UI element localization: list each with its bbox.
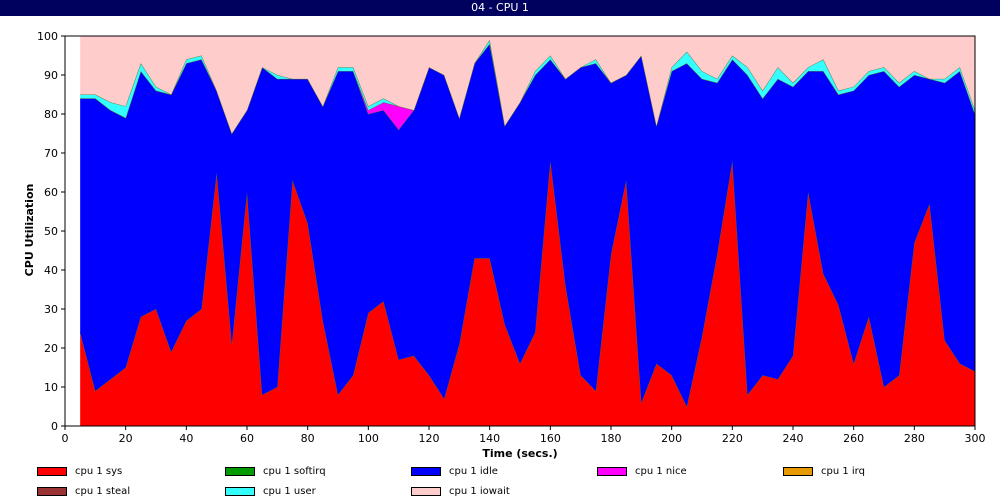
x-tick-label: 0 [62, 432, 69, 445]
x-tick-label: 80 [301, 432, 315, 445]
stacked-areas [65, 35, 976, 427]
x-tick-label: 140 [479, 432, 500, 445]
legend-swatch [225, 487, 255, 496]
window-title: 04 - CPU 1 [0, 0, 1000, 16]
legend-label: cpu 1 steal [75, 486, 131, 497]
x-tick-label: 180 [601, 432, 622, 445]
x-tick-label: 200 [661, 432, 682, 445]
x-tick-label: 280 [904, 432, 925, 445]
y-tick-label: 50 [44, 225, 58, 238]
x-tick-label: 100 [358, 432, 379, 445]
legend-swatch [411, 487, 441, 496]
y-tick-label: 30 [44, 303, 58, 316]
y-axis-label: CPU Utilization [23, 184, 36, 277]
y-tick-label: 80 [44, 108, 58, 121]
legend-label: cpu 1 nice [635, 466, 687, 477]
legend-label: cpu 1 idle [449, 466, 498, 477]
x-tick-label: 220 [722, 432, 743, 445]
legend-swatch [783, 467, 813, 476]
legend-label: cpu 1 irq [821, 466, 865, 477]
y-tick-label: 60 [44, 186, 58, 199]
legend-swatch [597, 467, 627, 476]
x-tick-label: 120 [419, 432, 440, 445]
y-tick-label: 90 [44, 69, 58, 82]
area-cpu-1-sys [80, 160, 975, 427]
x-tick-label: 240 [783, 432, 804, 445]
legend-label: cpu 1 iowait [449, 486, 510, 497]
cpu-utilization-chart: 0 20 40 60 80 100 120 140 160 180 200 220 240 260 280 3… [23, 30, 986, 460]
x-tick-label: 20 [119, 432, 133, 445]
legend-swatch [411, 467, 441, 476]
x-tick-label: 40 [179, 432, 193, 445]
edge-cpu-1-user [80, 38, 976, 135]
y-tick-label: 20 [44, 342, 58, 355]
area-cpu-1-idle [80, 43, 975, 407]
edge-cpu-1-sys [79, 160, 976, 408]
x-tick-label: 60 [240, 432, 254, 445]
legend-label: cpu 1 softirq [263, 466, 326, 477]
x-tick-label: 260 [843, 432, 864, 445]
x-tick-label: 300 [965, 432, 986, 445]
x-axis-label: Time (secs.) [482, 447, 557, 460]
legend-label: cpu 1 sys [75, 466, 123, 477]
y-tick-label: 40 [44, 264, 58, 277]
legend-label: cpu 1 user [263, 486, 316, 497]
axes: 0 20 40 60 80 100 120 140 160 180 200 220 240 260 280 3… [37, 30, 986, 445]
y-tick-label: 100 [37, 30, 58, 43]
y-tick-label: 0 [51, 420, 58, 433]
y-tick-label: 70 [44, 147, 58, 160]
area-cpu-1-iowait [80, 36, 975, 134]
y-tick-label: 10 [44, 381, 58, 394]
legend-swatch [37, 467, 67, 476]
legend-swatch [37, 487, 67, 496]
legend-swatch [225, 467, 255, 476]
x-tick-label: 160 [540, 432, 561, 445]
